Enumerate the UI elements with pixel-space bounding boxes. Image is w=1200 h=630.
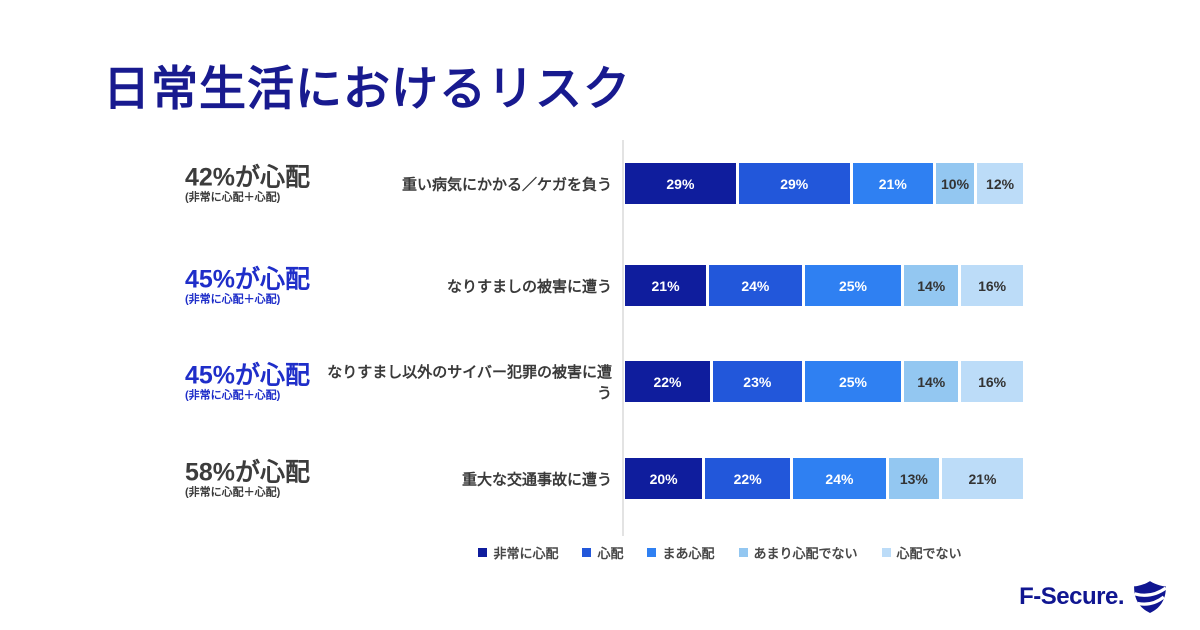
- segment-value-label: 23%: [743, 373, 772, 390]
- fsecure-logo: F-Secure.: [1019, 580, 1168, 614]
- bar-segment: 22%: [705, 458, 791, 499]
- summary-block: 45%が心配 (非常に心配＋心配): [185, 265, 405, 306]
- segment-value-label: 13%: [899, 470, 928, 487]
- segment-value-label: 24%: [825, 470, 854, 487]
- segment-value-label: 12%: [986, 175, 1015, 192]
- legend: 非常に心配 心配 まあ心配 あまり心配でない 心配でない: [360, 543, 1080, 562]
- risk-row: 45%が心配 (非常に心配＋心配) なりすましの被害に遭う 21% 24% 25% 14% 1…: [0, 265, 1200, 306]
- legend-label: 非常に心配: [493, 546, 559, 561]
- bar-segment: 22%: [625, 361, 710, 402]
- stacked-bar: 29% 29% 21% 10% 12%: [625, 163, 1023, 204]
- legend-item: 心配でない: [881, 543, 962, 562]
- summary-note: (非常に心配＋心配): [185, 486, 281, 499]
- stacked-bar: 21% 24% 25% 14% 16%: [625, 265, 1024, 306]
- summary-note: (非常に心配＋心配): [185, 389, 281, 402]
- fsecure-wordmark: F-Secure.: [1019, 583, 1124, 610]
- summary-label: 42%が心配: [185, 162, 311, 191]
- segment-value-label: 10%: [941, 175, 970, 192]
- axis-line: [622, 140, 624, 536]
- bar-segment: 25%: [804, 265, 902, 306]
- summary-note: (非常に心配＋心配): [185, 191, 281, 204]
- summary-note: (非常に心配＋心配): [185, 293, 281, 306]
- segment-value-label: 20%: [649, 470, 678, 487]
- legend-swatch: [582, 548, 592, 557]
- segment-value-label: 25%: [838, 277, 867, 294]
- legend-swatch: [738, 548, 748, 557]
- stacked-bar: 22% 23% 25% 14% 16%: [625, 361, 1024, 402]
- legend-item: まあ心配: [647, 543, 715, 562]
- bar-segment: 14%: [904, 361, 959, 402]
- bar-segment: 24%: [793, 458, 886, 499]
- category-label: なりすましの被害に遭う: [446, 278, 612, 295]
- stacked-bar: 20% 22% 24% 13% 21%: [625, 458, 1024, 499]
- summary-block: 42%が心配 (非常に心配＋心配): [185, 163, 405, 204]
- bar-segment: 13%: [888, 458, 939, 499]
- segment-value-label: 24%: [741, 277, 770, 294]
- bar-segment: 20%: [625, 458, 703, 499]
- category-label: なりすまし以外のサイバー犯罪の被害に遭う: [327, 363, 612, 402]
- bar-segment: 16%: [961, 265, 1024, 306]
- bar-segment: 21%: [625, 265, 707, 306]
- bar-segment: 21%: [941, 458, 1024, 499]
- bar-segment: 12%: [977, 163, 1023, 204]
- summary-label: 45%が心配: [185, 360, 311, 389]
- legend-label: 心配: [597, 546, 624, 561]
- bar-segment: 14%: [904, 265, 959, 306]
- risk-row: 42%が心配 (非常に心配＋心配) 重い病気にかかる／ケガを負う 29% 29% 21% 1…: [0, 163, 1200, 204]
- legend-label: 心配でない: [896, 546, 962, 561]
- legend-item: 心配: [582, 543, 623, 562]
- segment-value-label: 16%: [978, 373, 1007, 390]
- bar-segment: 24%: [709, 265, 802, 306]
- legend-swatch: [647, 548, 657, 557]
- bar-segment: 21%: [852, 163, 933, 204]
- fsecure-shield-icon: [1132, 580, 1168, 614]
- summary-block: 58%が心配 (非常に心配＋心配): [185, 458, 405, 499]
- legend-swatch: [478, 548, 488, 557]
- segment-value-label: 16%: [978, 277, 1007, 294]
- summary-block: 45%が心配 (非常に心配＋心配): [185, 361, 405, 402]
- risk-row: 45%が心配 (非常に心配＋心配) なりすまし以外のサイバー犯罪の被害に遭う 22% 2…: [0, 361, 1200, 402]
- bar-segment: 23%: [712, 361, 802, 402]
- legend-swatch: [881, 548, 891, 557]
- segment-value-label: 21%: [878, 175, 907, 192]
- summary-label: 45%が心配: [185, 264, 311, 293]
- segment-value-label: 29%: [780, 175, 809, 192]
- segment-value-label: 21%: [968, 470, 997, 487]
- segment-value-label: 14%: [917, 277, 946, 294]
- bar-segment: 16%: [961, 361, 1024, 402]
- bar-segment: 25%: [804, 361, 902, 402]
- chart-title: 日常生活におけるリスク: [103, 62, 631, 115]
- legend-label: まあ心配: [662, 546, 715, 561]
- segment-value-label: 14%: [917, 373, 946, 390]
- segment-value-label: 21%: [651, 277, 680, 294]
- category-label: 重大な交通事故に遭う: [461, 471, 612, 488]
- segment-value-label: 22%: [733, 470, 762, 487]
- legend-label: あまり心配でない: [753, 546, 858, 561]
- legend-item: あまり心配でない: [738, 543, 858, 562]
- legend-item: 非常に心配: [478, 543, 558, 562]
- bar-segment: 29%: [738, 163, 850, 204]
- risk-row: 58%が心配 (非常に心配＋心配) 重大な交通事故に遭う 20% 22% 24% 13% 21…: [0, 458, 1200, 499]
- bar-segment: 10%: [935, 163, 975, 204]
- summary-label: 58%が心配: [185, 457, 311, 486]
- category-label: 重い病気にかかる／ケガを負う: [401, 176, 612, 193]
- segment-value-label: 29%: [666, 175, 695, 192]
- bar-segment: 29%: [625, 163, 736, 204]
- segment-value-label: 25%: [838, 373, 867, 390]
- segment-value-label: 22%: [653, 373, 682, 390]
